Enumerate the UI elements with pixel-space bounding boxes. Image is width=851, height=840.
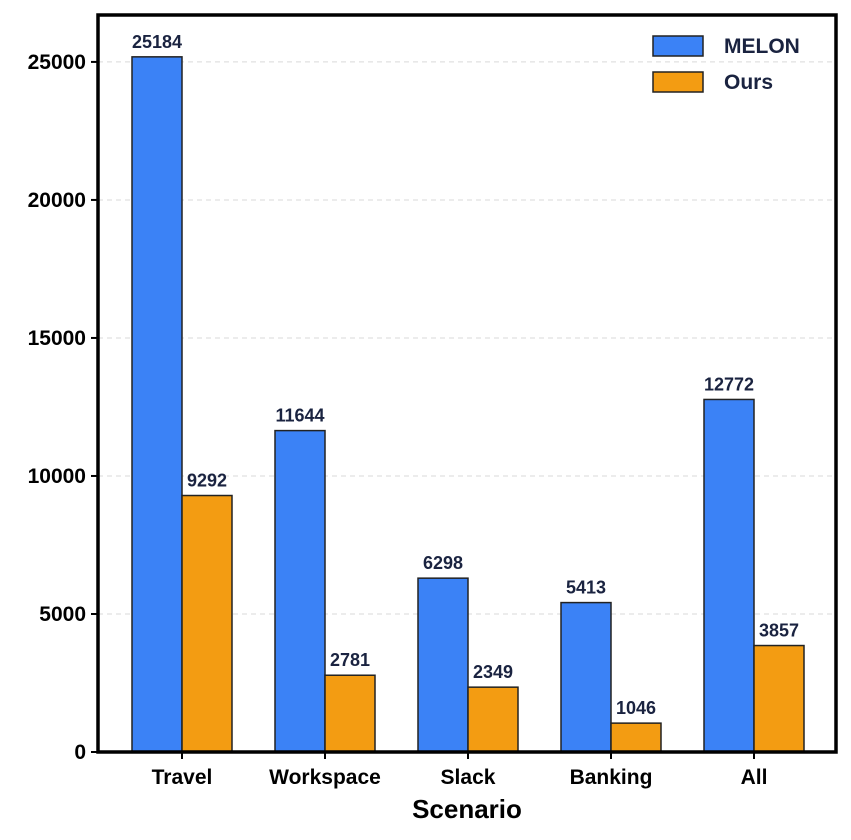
bar-ours-all xyxy=(753,644,805,753)
bar-melon-all xyxy=(703,398,755,753)
legend-label: Ours xyxy=(724,71,773,94)
bar-ours-slack xyxy=(467,686,519,753)
bar-ours-travel xyxy=(181,494,233,753)
x-tick-label: Banking xyxy=(570,766,653,789)
data-label: 9292 xyxy=(187,471,227,491)
x-tick-label: Workspace xyxy=(269,766,381,789)
x-tick-label: All xyxy=(741,766,768,789)
y-tick-label: 20000 xyxy=(28,189,86,212)
data-labels: 25184 9292 11644 2781 6298 2349 5413 1046 12772 3… xyxy=(132,32,799,718)
x-axis-ticks: Travel Workspace Slack Banking All xyxy=(152,752,768,789)
bar-melon-travel xyxy=(131,56,183,753)
data-label: 12772 xyxy=(704,374,754,394)
data-label: 2781 xyxy=(330,650,370,670)
data-label: 11644 xyxy=(275,406,324,426)
y-tick-label: 5000 xyxy=(39,603,86,626)
data-label: 5413 xyxy=(566,578,606,598)
bars xyxy=(131,56,805,753)
y-tick-label: 15000 xyxy=(28,327,86,350)
x-tick-label: Travel xyxy=(152,766,213,789)
bar-melon-slack xyxy=(417,577,469,753)
bar-melon-banking xyxy=(560,601,612,753)
data-label: 2349 xyxy=(473,662,513,682)
bar-melon-workspace xyxy=(274,429,326,753)
y-tick-label: 10000 xyxy=(28,465,86,488)
y-tick-label: 25000 xyxy=(28,51,86,74)
x-tick-label: Slack xyxy=(441,766,496,789)
legend: MELON Ours xyxy=(652,35,800,94)
legend-swatch-melon xyxy=(652,35,704,57)
x-axis-title: Scenario xyxy=(412,794,522,824)
y-tick-label: 0 xyxy=(74,741,86,764)
data-label: 25184 xyxy=(132,32,182,52)
legend-label: MELON xyxy=(724,35,800,58)
bar-ours-workspace xyxy=(324,674,376,753)
y-axis-ticks: 0 5000 10000 15000 20000 25000 xyxy=(28,51,98,764)
data-label: 3857 xyxy=(759,621,799,641)
legend-swatch-ours xyxy=(652,71,704,93)
bar-ours-banking xyxy=(610,722,662,753)
data-label: 1046 xyxy=(616,698,656,718)
data-label: 6298 xyxy=(423,553,463,573)
